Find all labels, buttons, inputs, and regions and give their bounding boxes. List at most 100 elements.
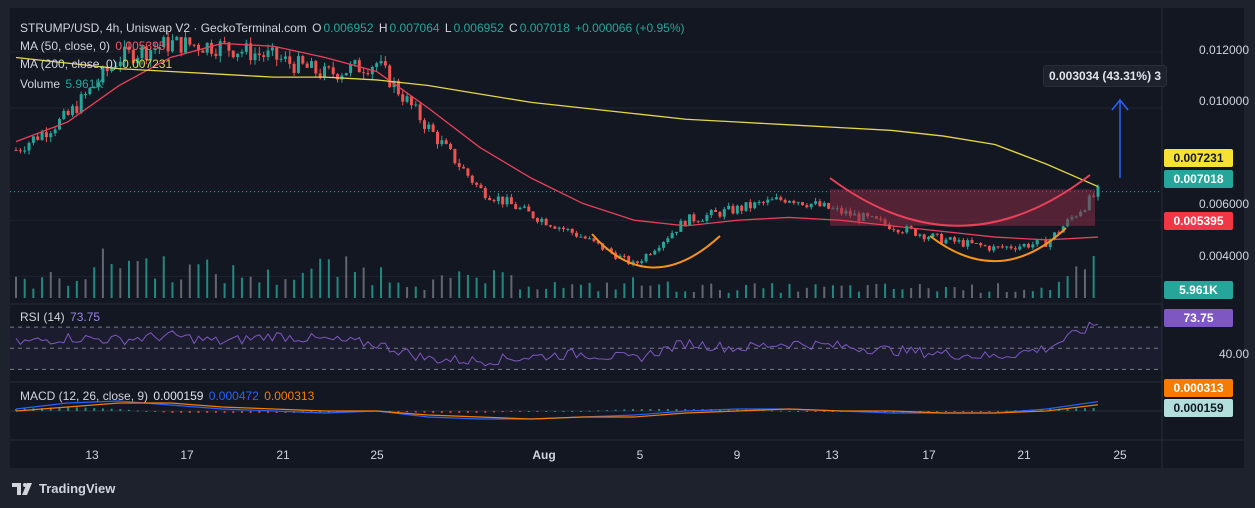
rsi-tick: 40.00 [1218, 347, 1249, 361]
candle-body [792, 200, 796, 203]
candle-body [153, 48, 157, 51]
candle-body [814, 201, 818, 204]
time-tick: 25 [370, 448, 384, 462]
volume-bar [136, 260, 139, 298]
candle-body [492, 200, 496, 202]
ma200-value: 0.007231 [122, 57, 173, 71]
price-chart[interactable] [0, 0, 1255, 470]
volume-bar [353, 271, 356, 298]
volume-bar [562, 287, 565, 298]
volume-bar [240, 277, 243, 298]
volume-bar [632, 277, 635, 298]
macd-histogram-bar [232, 411, 235, 413]
volume-bar [319, 258, 322, 298]
candle-body [70, 106, 74, 115]
candle-body [592, 238, 596, 242]
macd-histogram-bar [214, 411, 217, 413]
macd-histogram-bar [571, 411, 574, 412]
macd-histogram-bar [110, 408, 113, 411]
candle-body [714, 210, 718, 213]
ma50-line [15, 42, 1099, 241]
volume-bar [1066, 276, 1069, 298]
macd-histogram-bar [814, 411, 817, 412]
volume-bar [918, 284, 921, 298]
candle-body [36, 136, 40, 140]
ma50-legend[interactable]: MA (50, close, 0) 0.005395 [20, 38, 167, 54]
volume-bar [67, 285, 70, 298]
macd-signal-value: 0.000313 [264, 389, 315, 403]
candle-body [922, 234, 926, 240]
macd-histogram-bar [519, 411, 522, 412]
candle-body [123, 46, 127, 62]
volume-bar [797, 291, 800, 298]
candle-body [210, 42, 214, 54]
volume-legend[interactable]: Volume 5.961K [20, 76, 105, 92]
candle-body [327, 66, 331, 68]
candle-body [97, 82, 101, 87]
ma50-value: 0.005395 [115, 39, 166, 53]
volume-bar [267, 269, 270, 298]
candle-body [197, 44, 201, 51]
candle-body [496, 196, 500, 202]
volume-bar [75, 280, 78, 298]
candle-body [253, 53, 257, 61]
volume-bar [944, 287, 947, 298]
candle-body [548, 225, 552, 227]
candle-body [444, 140, 448, 144]
candle-body [244, 43, 248, 52]
candle-body [670, 233, 674, 239]
rsi-legend[interactable]: RSI (14) 73.75 [20, 309, 102, 325]
volume-bar [15, 276, 17, 298]
macd-histogram-bar [84, 407, 87, 411]
volume-bar [501, 272, 504, 298]
macd-histogram-bar [1014, 410, 1017, 412]
candle-body [644, 254, 648, 262]
candle-body [479, 184, 483, 189]
candle-body [66, 110, 70, 115]
volume-bar [710, 283, 713, 298]
macd-histogram-bar [275, 411, 278, 413]
macd-histogram-bar [336, 411, 339, 413]
volume-value: 5.961K [65, 77, 104, 91]
candle-body [818, 201, 822, 207]
volume-bar [440, 275, 443, 298]
candle-body [1035, 239, 1039, 245]
candle-body [466, 168, 470, 176]
candle-body [236, 53, 240, 58]
macd-histogram-bar [666, 409, 669, 411]
candle-body [501, 196, 505, 205]
volume-bar [571, 284, 574, 298]
macd-histogram-bar [545, 411, 548, 412]
time-tick: 13 [85, 448, 99, 462]
candle-body [992, 246, 996, 251]
candle-body [457, 163, 461, 167]
volume-bar [1014, 291, 1017, 298]
volume-bar [110, 263, 113, 298]
macd-histogram-bar [640, 409, 643, 411]
candle-body [588, 238, 592, 240]
volume-bar [527, 286, 530, 298]
candle-body [414, 104, 418, 106]
candle-body [940, 233, 944, 244]
candle-body [62, 110, 66, 119]
candle-body [136, 58, 140, 64]
candle-body [948, 237, 952, 240]
macd-histogram-bar [658, 409, 661, 411]
ma50-label: MA (50, close, 0) [20, 39, 111, 53]
candle-body [449, 143, 453, 149]
candle-body [231, 50, 235, 58]
macd-histogram-bar [510, 411, 513, 412]
candle-body [110, 66, 114, 72]
candle-body [1022, 244, 1026, 247]
symbol-label[interactable]: STRUMP/USD, 4h, Uniswap V2 · GeckoTermin… [20, 21, 307, 35]
volume-bar [884, 283, 887, 298]
macd-histogram-bar [927, 411, 930, 412]
volume-bar [684, 291, 687, 298]
macd-histogram-bar [188, 411, 191, 413]
tradingview-logo[interactable]: TradingView [12, 481, 115, 496]
volume-bar [23, 278, 26, 298]
ma200-legend[interactable]: MA (200, close, 0) 0.007231 [20, 56, 174, 72]
macd-legend[interactable]: MACD (12, 26, close, 9) 0.000159 0.00047… [20, 388, 316, 404]
macd-histogram-bar [258, 411, 261, 413]
volume-bar [41, 277, 44, 298]
